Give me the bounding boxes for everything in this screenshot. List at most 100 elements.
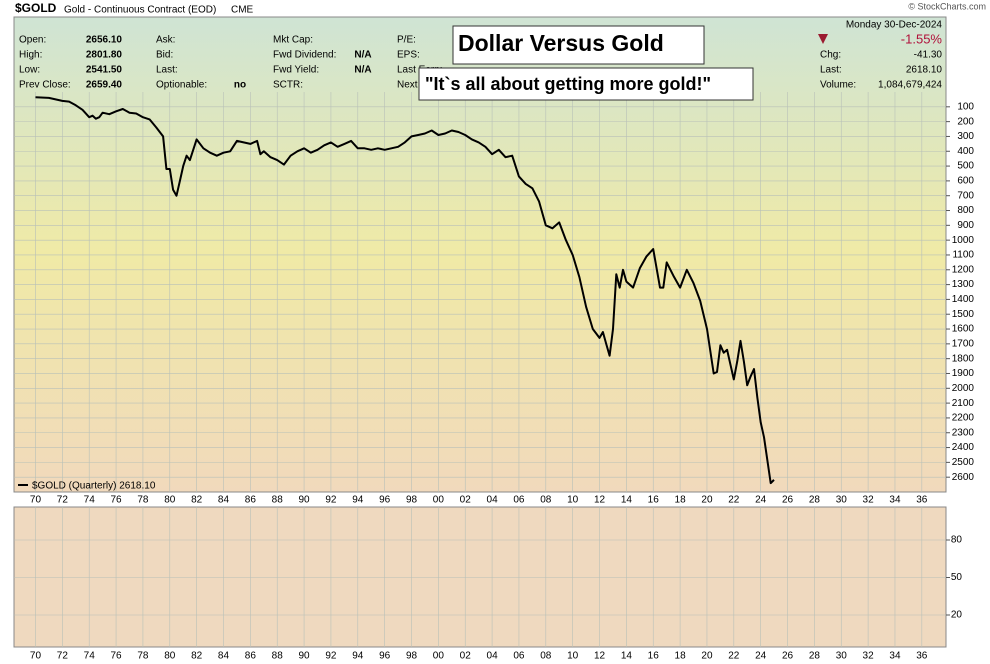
x-tick-label: 36 [916,651,928,662]
stat-label: Fwd Yield: [273,65,319,76]
y-tick-label: 1300 [952,279,975,290]
x-tick-label: 82 [191,495,203,506]
y-tick-label: 1700 [952,338,975,349]
stat-label: Open: [19,35,46,46]
x-tick-label: 30 [836,495,848,506]
title-box [452,25,705,65]
x-tick-label: 14 [621,651,633,662]
stat-label: High: [19,50,42,61]
x-tick-label: 28 [809,495,821,506]
down-arrow [818,34,828,44]
x-tick-label: 92 [325,495,337,506]
x-tick-label: 80 [164,651,176,662]
stat-label: Low: [19,65,40,76]
y-tick-label: 2600 [952,472,975,483]
x-tick-label: 32 [863,651,875,662]
stat-label: Ask: [156,35,175,46]
x-tick-label: 32 [863,495,875,506]
x-tick-label: 86 [245,651,257,662]
stat-value: 2801.80 [86,50,123,61]
x-tick-label: 28 [809,651,821,662]
stat-label: EPS: [397,50,420,61]
x-tick-label: 72 [57,651,69,662]
legend-label: $GOLD (Quarterly) 2618.10 [32,481,156,492]
x-tick-label: 08 [540,495,552,506]
stat-value: 1,084,679,424 [878,80,942,91]
x-tick-label: 94 [352,495,364,506]
stat-value: 2541.50 [86,65,123,76]
y-tick-label: 80 [951,535,963,546]
y-tick-label: 200 [957,116,974,127]
x-tick-label: 98 [406,651,418,662]
stat-value: 2618.10 [906,65,943,76]
chart-title: Dollar Versus Gold [458,30,664,56]
x-tick-label: 24 [755,495,767,506]
x-tick-label: 22 [728,651,740,662]
x-tick-label: 22 [728,495,740,506]
x-tick-label: 82 [191,651,203,662]
x-tick-label: 96 [379,495,391,506]
x-tick-label: 76 [111,495,123,506]
x-tick-label: 06 [513,495,525,506]
exchange: CME [231,5,254,16]
x-tick-label: 84 [218,651,230,662]
y-tick-label: 1900 [952,368,975,379]
subtitle-box [418,67,754,101]
x-tick-label: 20 [701,495,713,506]
x-tick-label: 12 [594,495,606,506]
y-tick-label: 50 [951,572,963,583]
x-tick-label: 76 [111,651,123,662]
x-tick-label: 00 [433,495,445,506]
y-tick-label: 900 [957,220,974,231]
x-tick-label: 72 [57,495,69,506]
stat-label: Prev Close: [19,80,71,91]
stat-value: N/A [354,50,371,61]
y-tick-label: 20 [951,610,963,621]
x-tick-label: 36 [916,495,928,506]
x-tick-label: 16 [648,651,660,662]
x-tick-label: 70 [30,651,42,662]
change-pct: -1.55% [901,31,943,46]
x-tick-label: 74 [84,495,96,506]
stat-label: Last: [820,65,842,76]
x-tick-label: 02 [460,495,472,506]
y-tick-label: 400 [957,146,974,157]
stat-label: P/E: [397,35,416,46]
y-tick-label: 1800 [952,353,975,364]
x-tick-label: 94 [352,651,364,662]
x-tick-label: 10 [567,651,579,662]
y-tick-label: 1600 [952,324,975,335]
x-tick-label: 90 [299,495,311,506]
x-tick-label: 04 [487,651,499,662]
x-tick-label: 18 [675,651,687,662]
x-tick-label: 84 [218,495,230,506]
y-tick-label: 1200 [952,264,975,275]
stat-label: Mkt Cap: [273,35,313,46]
x-tick-label: 26 [782,495,794,506]
price-line [35,96,775,485]
x-tick-label: 10 [567,495,579,506]
x-tick-label: 16 [648,495,660,506]
x-tick-label: 88 [272,651,284,662]
description: Gold - Continuous Contract (EOD) [64,5,216,16]
y-tick-label: 100 [957,101,974,112]
date: Monday 30-Dec-2024 [846,20,943,31]
lower-panel [13,506,947,648]
y-tick-label: 2100 [952,398,975,409]
y-tick-label: 1100 [952,250,974,261]
y-tick-label: 600 [957,176,974,187]
x-tick-label: 70 [30,495,42,506]
stat-label: Fwd Dividend: [273,50,336,61]
stat-label: Chg: [820,50,841,61]
x-tick-label: 88 [272,495,284,506]
stat-value: 2659.40 [86,80,123,91]
symbol: $GOLD [15,1,57,15]
x-tick-label: 04 [487,495,499,506]
stat-value: -41.30 [914,50,943,61]
x-tick-label: 06 [513,651,525,662]
y-tick-label: 2500 [952,457,975,468]
stat-value: 2656.10 [86,35,123,46]
subtitle: "It`s all about getting more gold!" [425,74,711,94]
y-tick-label: 500 [957,161,974,172]
